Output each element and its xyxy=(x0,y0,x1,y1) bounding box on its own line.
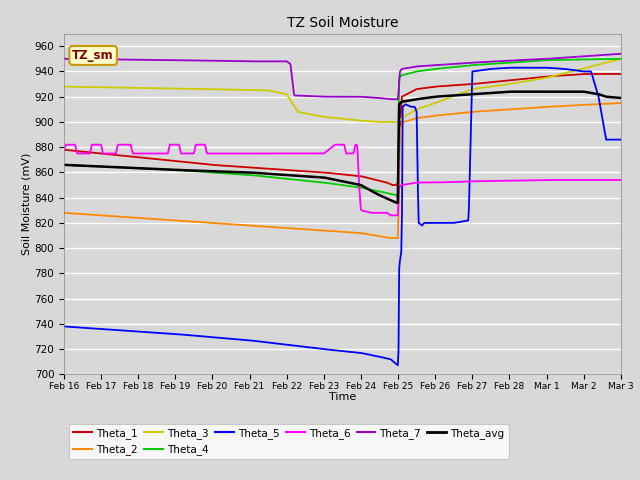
Theta_7 xyxy=(540,56,548,62)
Theta_5 xyxy=(394,362,402,368)
Theta_avg xyxy=(541,89,548,95)
Theta_avg xyxy=(392,200,400,205)
Theta_5 xyxy=(415,221,423,227)
Theta_2 xyxy=(483,108,491,114)
Theta_2 xyxy=(383,235,391,240)
Theta_3 xyxy=(94,84,102,90)
Theta_2 xyxy=(94,212,102,218)
Theta_2 xyxy=(617,100,625,106)
Theta_7 xyxy=(387,96,395,102)
Theta_1 xyxy=(617,71,625,77)
Theta_6 xyxy=(399,182,407,188)
Theta_6 xyxy=(541,177,548,183)
Theta_4 xyxy=(617,56,625,62)
Theta_7 xyxy=(617,51,625,57)
Theta_5 xyxy=(60,324,68,329)
Theta_1 xyxy=(415,86,423,92)
Theta_7 xyxy=(483,59,491,65)
Theta_6 xyxy=(617,177,625,183)
Line: Theta_7: Theta_7 xyxy=(64,54,621,99)
Theta_3 xyxy=(483,84,491,90)
Theta_1 xyxy=(60,147,68,153)
Text: TZ_sm: TZ_sm xyxy=(72,49,114,62)
Theta_1 xyxy=(383,180,391,186)
Theta_2 xyxy=(60,210,68,216)
Theta_4 xyxy=(94,164,102,169)
Theta_5 xyxy=(541,65,548,71)
Theta_3 xyxy=(384,119,392,125)
Theta_2 xyxy=(387,235,395,241)
Theta_5 xyxy=(483,67,491,72)
Theta_7 xyxy=(383,96,391,102)
Title: TZ Soil Moisture: TZ Soil Moisture xyxy=(287,16,398,30)
Theta_5 xyxy=(506,65,514,71)
Theta_6 xyxy=(384,211,392,216)
Theta_3 xyxy=(415,106,423,111)
Line: Theta_5: Theta_5 xyxy=(64,68,621,365)
Theta_1 xyxy=(389,182,397,188)
Line: Theta_2: Theta_2 xyxy=(64,103,621,238)
Theta_avg xyxy=(506,89,514,95)
Y-axis label: Soil Moisture (mV): Soil Moisture (mV) xyxy=(22,153,32,255)
Theta_4 xyxy=(60,162,68,168)
Theta_avg xyxy=(94,164,102,169)
Theta_6 xyxy=(95,142,102,147)
Theta_7 xyxy=(399,66,406,72)
Theta_3 xyxy=(60,84,68,89)
Theta_5 xyxy=(617,137,625,143)
X-axis label: Time: Time xyxy=(329,393,356,402)
Theta_1 xyxy=(483,80,491,85)
Theta_5 xyxy=(383,356,391,361)
Theta_6 xyxy=(387,213,395,218)
Theta_4 xyxy=(540,58,548,63)
Theta_avg xyxy=(383,196,391,202)
Theta_1 xyxy=(540,74,548,80)
Theta_6 xyxy=(60,147,68,153)
Theta_4 xyxy=(483,61,491,67)
Theta_2 xyxy=(399,121,406,127)
Theta_4 xyxy=(383,190,391,196)
Theta_1 xyxy=(399,94,406,99)
Theta_3 xyxy=(617,56,625,62)
Theta_4 xyxy=(394,194,402,200)
Theta_6 xyxy=(484,178,492,184)
Theta_avg xyxy=(617,95,625,101)
Theta_4 xyxy=(399,72,406,78)
Theta_3 xyxy=(540,75,548,81)
Theta_3 xyxy=(399,115,406,120)
Theta_3 xyxy=(376,119,383,125)
Theta_7 xyxy=(94,56,102,62)
Theta_7 xyxy=(60,56,68,62)
Line: Theta_avg: Theta_avg xyxy=(64,92,621,203)
Theta_1 xyxy=(94,150,102,156)
Theta_6 xyxy=(416,180,424,185)
Theta_5 xyxy=(399,104,406,109)
Theta_5 xyxy=(94,326,102,332)
Theta_2 xyxy=(415,115,423,120)
Theta_avg xyxy=(399,99,406,105)
Theta_6 xyxy=(62,142,70,147)
Theta_avg xyxy=(60,162,68,168)
Theta_4 xyxy=(415,68,423,74)
Line: Theta_4: Theta_4 xyxy=(64,59,621,197)
Legend: Theta_1, Theta_2, Theta_3, Theta_4, Theta_5, Theta_6, Theta_7, Theta_avg: Theta_1, Theta_2, Theta_3, Theta_4, Thet… xyxy=(69,424,509,459)
Theta_1 xyxy=(580,71,588,77)
Theta_avg xyxy=(415,96,423,102)
Theta_2 xyxy=(540,104,548,110)
Line: Theta_3: Theta_3 xyxy=(64,59,621,122)
Line: Theta_1: Theta_1 xyxy=(64,74,621,185)
Theta_avg xyxy=(483,90,491,96)
Line: Theta_6: Theta_6 xyxy=(64,144,621,216)
Theta_7 xyxy=(415,63,423,69)
